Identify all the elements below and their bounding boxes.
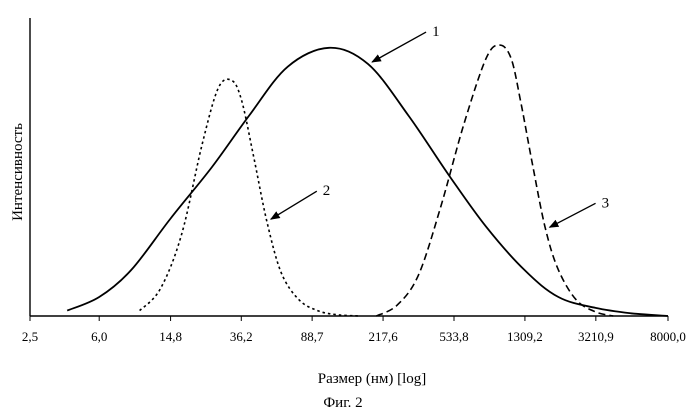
x-ticks: 2,5 6,0 14,8 36,2 88,7 217,6 533,8 1309,2 3210,9… — [22, 316, 686, 344]
curve-label-1: 1 — [432, 24, 440, 40]
series-line-1 — [67, 48, 668, 316]
figure-caption: Фиг. 2 — [323, 395, 362, 411]
x-tick-label: 217,6 — [368, 329, 398, 344]
callout-arrow-3 — [550, 203, 596, 227]
series-line-3 — [376, 45, 613, 316]
x-tick-label: 8000,0 — [650, 329, 686, 344]
x-tick-label: 1309,2 — [507, 329, 543, 344]
x-tick-label: 2,5 — [22, 329, 38, 344]
curve-label-3: 3 — [602, 195, 610, 211]
curve-callouts: 1 2 3 — [271, 24, 609, 227]
x-tick-label: 88,7 — [301, 329, 324, 344]
x-axis-title: Размер (нм) [log] — [318, 371, 427, 387]
y-axis-title: Интенсивность — [10, 123, 26, 221]
curve-label-2: 2 — [323, 183, 331, 199]
x-tick-label: 533,8 — [439, 329, 468, 344]
x-tick-label: 6,0 — [91, 329, 107, 344]
callout-arrow-2 — [271, 191, 317, 219]
x-tick-label: 36,2 — [230, 329, 253, 344]
callout-arrow-1 — [372, 32, 426, 62]
series-lines — [67, 45, 668, 316]
axes — [30, 18, 668, 316]
x-tick-label: 3210,9 — [578, 329, 614, 344]
chart: 2,5 6,0 14,8 36,2 88,7 217,6 533,8 1309,2 3210,9… — [0, 0, 700, 413]
x-tick-label: 14,8 — [159, 329, 182, 344]
